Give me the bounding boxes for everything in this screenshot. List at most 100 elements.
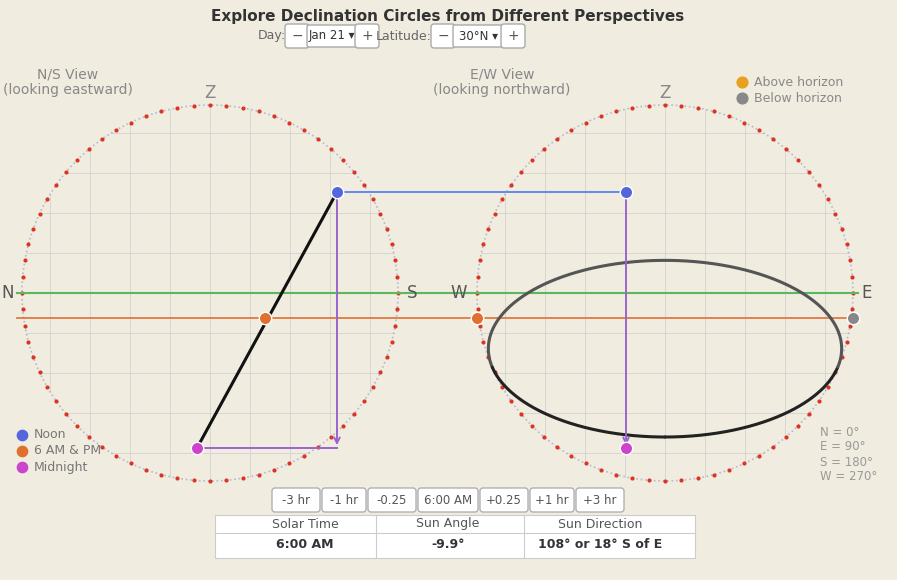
- Point: [267, 112, 282, 121]
- Point: [525, 155, 539, 165]
- Text: E/W View: E/W View: [470, 68, 535, 82]
- Point: [373, 368, 388, 377]
- Point: [170, 473, 185, 483]
- Point: [722, 465, 736, 474]
- Point: [812, 396, 826, 405]
- Point: [26, 224, 40, 233]
- Point: [846, 288, 860, 298]
- Point: [843, 256, 858, 265]
- Point: [735, 77, 749, 86]
- Point: [297, 125, 311, 135]
- Point: [26, 353, 40, 362]
- Point: [791, 155, 806, 165]
- Point: [267, 465, 282, 474]
- Point: [138, 112, 152, 121]
- Point: [791, 421, 806, 430]
- Point: [473, 321, 487, 330]
- Point: [834, 224, 849, 233]
- Point: [18, 321, 32, 330]
- Text: -1 hr: -1 hr: [330, 494, 358, 506]
- Point: [470, 288, 484, 298]
- Point: [22, 337, 36, 346]
- Text: N/S View: N/S View: [38, 68, 99, 82]
- Text: N = 0°: N = 0°: [820, 426, 859, 438]
- Point: [802, 168, 816, 177]
- Point: [579, 459, 593, 468]
- Point: [357, 180, 371, 190]
- Point: [766, 443, 780, 452]
- Point: [385, 240, 399, 249]
- Point: [476, 337, 491, 346]
- Point: [219, 476, 233, 485]
- Point: [766, 135, 780, 144]
- Point: [609, 470, 623, 479]
- Point: [579, 118, 593, 127]
- Point: [641, 101, 656, 110]
- Point: [190, 443, 205, 452]
- Point: [752, 451, 766, 461]
- Point: [95, 443, 109, 452]
- Text: 30°N ▾: 30°N ▾: [458, 30, 498, 42]
- Point: [845, 304, 859, 314]
- Point: [487, 209, 501, 218]
- Point: [32, 368, 47, 377]
- Point: [504, 180, 518, 190]
- Point: [473, 256, 487, 265]
- Text: +0.25: +0.25: [486, 494, 522, 506]
- FancyBboxPatch shape: [285, 24, 309, 48]
- Point: [373, 209, 388, 218]
- Point: [779, 432, 793, 441]
- Point: [481, 353, 495, 362]
- Text: Solar Time: Solar Time: [272, 517, 338, 531]
- Point: [707, 107, 721, 116]
- Point: [379, 224, 394, 233]
- Point: [154, 470, 169, 479]
- Text: −: −: [437, 29, 448, 43]
- Point: [495, 382, 509, 392]
- Point: [48, 396, 63, 405]
- Point: [109, 451, 123, 461]
- Point: [812, 180, 826, 190]
- FancyBboxPatch shape: [418, 488, 478, 512]
- FancyBboxPatch shape: [307, 25, 357, 47]
- Point: [366, 382, 380, 392]
- Point: [15, 272, 30, 281]
- Point: [154, 107, 169, 116]
- Point: [537, 432, 552, 441]
- Point: [722, 112, 736, 121]
- Point: [514, 409, 528, 419]
- Text: +3 hr: +3 hr: [583, 494, 617, 506]
- Point: [385, 337, 399, 346]
- Point: [658, 476, 672, 485]
- Point: [297, 451, 311, 461]
- Point: [845, 272, 859, 281]
- Point: [310, 443, 325, 452]
- Text: -0.25: -0.25: [377, 494, 407, 506]
- FancyBboxPatch shape: [453, 25, 503, 47]
- Point: [236, 473, 250, 483]
- Point: [821, 382, 835, 392]
- Text: Z: Z: [205, 84, 215, 102]
- Point: [737, 118, 752, 127]
- Text: Below horizon: Below horizon: [754, 92, 842, 104]
- Point: [550, 135, 564, 144]
- Text: +: +: [507, 29, 518, 43]
- Point: [564, 451, 579, 461]
- Point: [658, 100, 672, 110]
- Text: Midnight: Midnight: [34, 461, 89, 473]
- Text: 108° or 18° S of E: 108° or 18° S of E: [538, 538, 662, 550]
- Point: [15, 288, 30, 298]
- Point: [487, 368, 501, 377]
- Point: [391, 288, 405, 298]
- Text: 6:00 AM: 6:00 AM: [276, 538, 334, 550]
- Point: [15, 447, 30, 456]
- Point: [257, 313, 272, 322]
- Point: [752, 125, 766, 135]
- Point: [335, 155, 350, 165]
- Text: -3 hr: -3 hr: [282, 494, 310, 506]
- Point: [504, 396, 518, 405]
- FancyBboxPatch shape: [272, 488, 320, 512]
- Point: [691, 103, 705, 113]
- Point: [594, 112, 608, 121]
- Point: [357, 396, 371, 405]
